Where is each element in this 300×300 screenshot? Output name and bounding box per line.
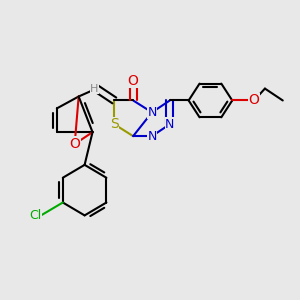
Text: N: N <box>165 118 175 131</box>
Text: H: H <box>90 84 99 94</box>
Text: O: O <box>249 94 260 107</box>
Text: N: N <box>147 130 157 142</box>
Text: S: S <box>110 117 119 131</box>
Text: Cl: Cl <box>29 209 41 222</box>
Text: N: N <box>147 106 157 119</box>
Text: O: O <box>128 74 139 88</box>
Text: O: O <box>69 137 80 151</box>
